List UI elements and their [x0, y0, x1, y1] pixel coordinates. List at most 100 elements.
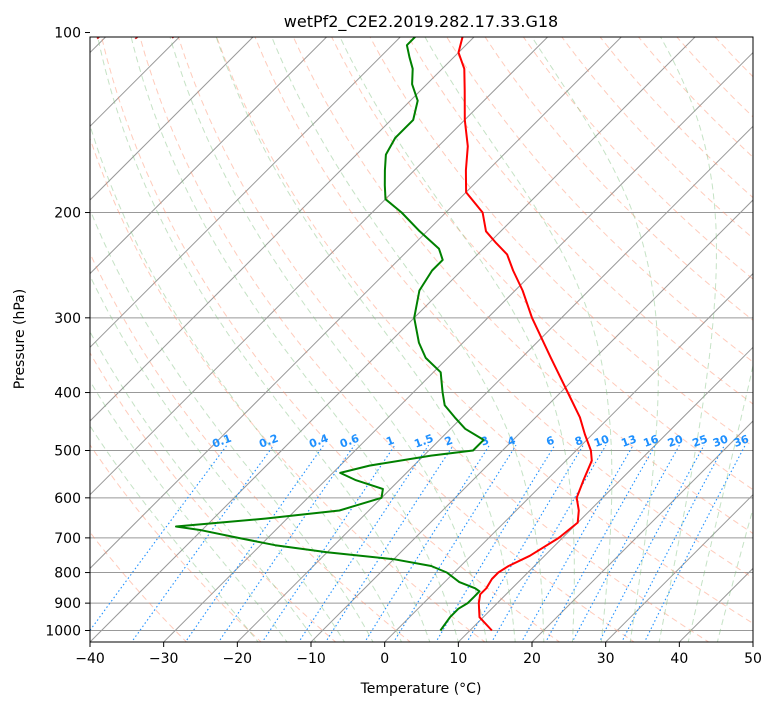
mixing-ratio-line: [217, 444, 355, 642]
mixing-ratio-line: [184, 444, 325, 642]
moist-adiabat-line: [90, 330, 317, 642]
y-tick-label: 500: [54, 443, 81, 459]
mixing-ratio-label: 6: [544, 434, 556, 449]
isotherm-line: [310, 199, 753, 642]
moist-adiabat-line: [215, 37, 516, 642]
mixing-ratio-line: [298, 444, 430, 642]
x-tick-label: 40: [670, 651, 688, 667]
mixing-ratio-label: 1: [384, 434, 396, 449]
isotherm-line: [90, 37, 623, 570]
y-tick-label: 800: [54, 566, 81, 582]
moist-adiabat-line: [90, 274, 346, 642]
x-tick-label: 10: [449, 651, 467, 667]
moist-adiabat-line: [716, 506, 753, 642]
mixing-ratio-label: 0.6: [338, 432, 361, 451]
axis-ticks: −40 −30 −20 −10 0 10 20 30 40 50 1000 900 800 700 600 5…: [45, 26, 762, 667]
isotherm-line: [162, 51, 753, 642]
mixing-ratio-label: 0.2: [257, 432, 280, 451]
x-tick-label: −30: [149, 651, 179, 667]
dry-adiabat-line: [331, 37, 753, 491]
dry-adiabat-label: 20: [90, 22, 110, 42]
dry-adiabat-line: [90, 252, 412, 642]
x-tick-label: −20: [223, 651, 253, 667]
chart-title: wetPf2_C2E2.2019.282.17.33.G18: [284, 12, 558, 32]
isotherm-line: [90, 37, 402, 349]
dry-adiabat-line: [216, 37, 753, 624]
mixing-ratio-line: [520, 444, 634, 642]
moist-adiabat-line: [97, 37, 431, 642]
mixing-ratio-label: 0.1: [210, 432, 233, 451]
isotherm-line: [90, 37, 549, 496]
isotherm-line: [604, 493, 753, 642]
y-tick-label: 900: [54, 596, 81, 612]
mixing-ratio-line: [325, 444, 454, 642]
mixing-ratio-line: [364, 444, 490, 642]
mixing-ratio-label: 4: [506, 434, 518, 449]
profiles: [175, 37, 593, 632]
isotherm-line: [90, 37, 328, 275]
moist-adiabat-line: [687, 363, 753, 642]
isotherm-line: [383, 272, 753, 642]
y-tick-label: 1000: [45, 624, 81, 640]
x-tick-label: 50: [744, 651, 762, 667]
moist-adiabat-line: [658, 37, 717, 642]
dewpoint-profile-line: [175, 37, 485, 632]
isotherm-line: [531, 420, 753, 642]
mixing-ratio-label: 36: [732, 432, 751, 450]
mixing-ratio-label: 13: [619, 432, 638, 449]
y-tick-label: 100: [54, 26, 81, 42]
dry-adiabat-label: 30: [128, 22, 148, 42]
moist-adiabat-line: [90, 380, 288, 642]
dry-adiabat-line: [254, 37, 753, 579]
y-axis-title: Pressure (hPa): [12, 289, 28, 389]
isotherm-line: [90, 37, 475, 422]
mixing-ratio-label: 16: [642, 432, 661, 450]
y-tick-label: 200: [54, 206, 81, 222]
mixing-ratio-line: [131, 444, 275, 642]
moist-adiabat-line: [90, 123, 402, 642]
x-axis-title: Temperature (°C): [360, 681, 482, 697]
mixing-ratio-label: 1.5: [413, 432, 436, 451]
line-labels: 0.10.20.40.611.52346810131620253036-100-…: [90, 22, 751, 451]
moist-adiabat-line: [271, 37, 545, 642]
mixing-ratio-line: [261, 444, 396, 642]
mixing-ratio-label: 0.4: [307, 432, 330, 451]
isotherm-line: [457, 346, 753, 642]
y-tick-label: 300: [54, 311, 81, 327]
background-lines: [90, 37, 753, 642]
y-tick-label: 400: [54, 386, 81, 402]
dry-adiabat-line: [90, 351, 337, 642]
mixing-ratio-label: 30: [711, 432, 730, 450]
mixing-ratio-label: 2: [443, 434, 455, 449]
moist-adiabat-line: [531, 37, 659, 642]
moist-adiabat-line: [130, 37, 459, 642]
dry-adiabat-line: [177, 37, 710, 642]
dry-adiabat-line: [101, 37, 561, 642]
x-tick-label: 0: [380, 651, 389, 667]
mixing-ratio-label: 25: [691, 432, 710, 449]
y-tick-label: 600: [54, 491, 81, 507]
y-tick-label: 700: [54, 531, 81, 547]
dry-adiabat-line: [292, 37, 753, 535]
mixing-ratio-line: [598, 444, 705, 642]
moist-adiabat-line: [424, 37, 613, 642]
mixing-ratio-label: 20: [666, 432, 685, 450]
x-tick-label: 30: [597, 651, 615, 667]
mixing-ratio-line: [393, 444, 517, 642]
dry-adiabat-line: [139, 37, 635, 642]
mixing-ratio-line: [466, 444, 584, 642]
isotherm-line: [90, 37, 254, 201]
x-tick-label: 20: [523, 651, 541, 667]
moist-adiabat-line: [339, 37, 575, 642]
moist-adiabat-line: [90, 208, 374, 642]
mixing-ratio-label: 10: [592, 432, 611, 450]
x-tick-label: −40: [75, 651, 105, 667]
dry-adiabat-label: 40: [166, 22, 186, 42]
dry-adiabat-line: [90, 443, 262, 642]
isotherm-line: [90, 37, 696, 642]
temperature-profile-line: [457, 37, 593, 632]
mixing-ratio-label: 8: [573, 434, 585, 449]
plot-frame: [89, 36, 754, 643]
